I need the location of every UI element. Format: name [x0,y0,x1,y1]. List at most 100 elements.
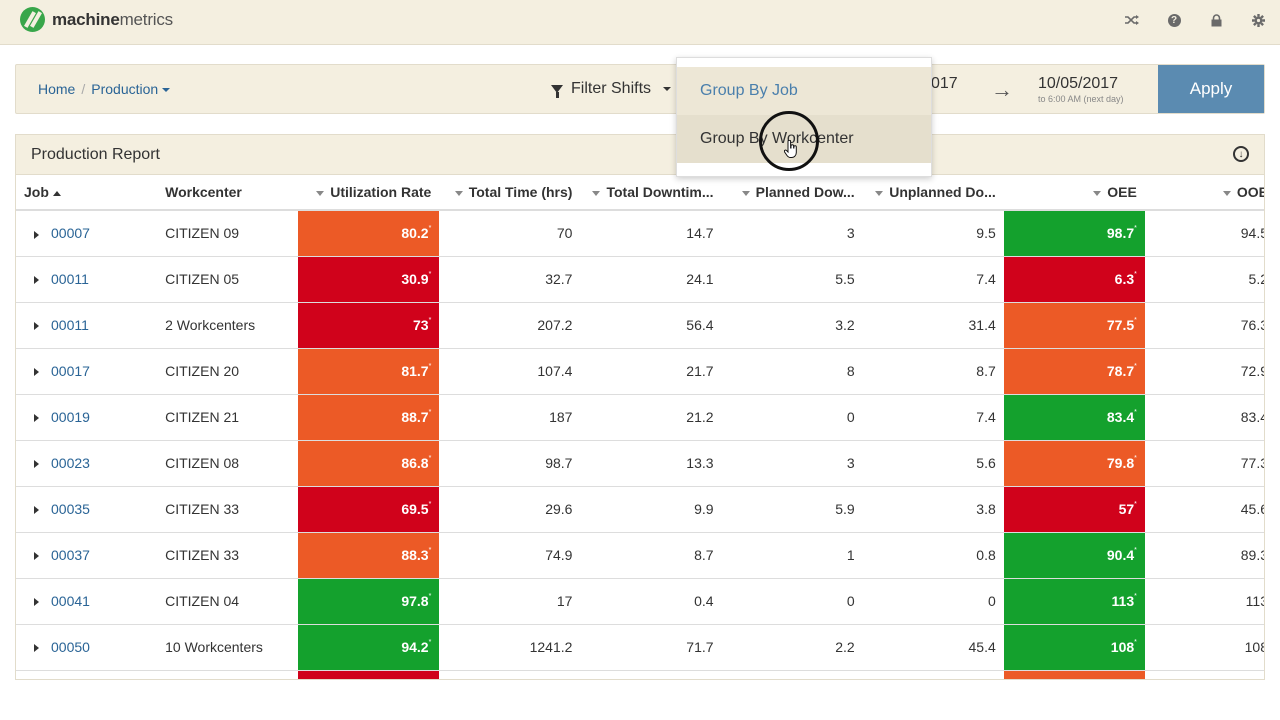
oee-cell: 6.3* [1003,256,1145,303]
utilization-cell [298,670,440,679]
total-downtime-cell: 71.7 [580,624,722,671]
shuffle-icon[interactable] [1124,12,1140,28]
table-row[interactable]: 00017 CITIZEN 20 81.7* 107.4 21.7 8 8.7 78.7* 72… [16,348,1264,395]
oee-cell: 98.7* [1003,210,1145,257]
group-by-job-option[interactable]: Group By Job [677,67,931,115]
job-link[interactable]: 00017 [51,363,90,379]
column-header[interactable]: Total Time (hrs) [439,175,581,211]
total-downtime-cell: 21.7 [580,348,722,395]
unplanned-downtime-cell: 0.8 [862,532,1004,579]
utilization-cell: 86.8* [298,440,440,487]
expand-icon[interactable] [34,644,39,653]
oee-cell: 113* [1003,578,1145,625]
job-cell[interactable]: 00011 [16,302,158,349]
unplanned-downtime-cell: 5.6 [862,440,1004,487]
help-icon[interactable]: ? [1166,12,1182,28]
job-link[interactable]: 00037 [51,547,90,563]
sort-icon [1093,190,1102,196]
start-date-field[interactable]: 017 [931,75,958,92]
column-header[interactable]: Total Downtim... [580,175,722,211]
breadcrumb-home-link[interactable]: Home [38,81,76,97]
table-row[interactable]: 00011 CITIZEN 05 30.9* 32.7 24.1 5.5 7.4 6.3* 5.… [16,256,1264,303]
job-link[interactable]: 00023 [51,455,90,471]
sort-icon [454,190,463,196]
job-cell[interactable]: 00017 [16,348,158,395]
total-time-cell: 32.7 [439,256,581,303]
job-cell[interactable]: 00037 [16,532,158,579]
table-row[interactable]: 00050 10 Workcenters 94.2* 1241.2 71.7 2.2 45.… [16,624,1264,671]
job-cell[interactable]: 00035 [16,486,158,533]
job-link[interactable]: 00050 [51,639,90,655]
column-header[interactable]: Job [16,175,158,211]
job-link[interactable]: 00019 [51,409,90,425]
total-downtime-cell: 8.7 [580,532,722,579]
oee-cell: 108* [1003,624,1145,671]
total-time-cell: 29.6 [439,486,581,533]
lock-icon[interactable] [1208,12,1224,28]
filter-shifts-button[interactable]: Filter Shifts [551,80,672,98]
utilization-cell: 80.2* [298,210,440,257]
column-header[interactable]: Utilization Rate [298,175,440,211]
job-cell[interactable]: 00041 [16,578,158,625]
column-header[interactable]: OOE [1144,175,1264,211]
sort-icon [1222,190,1231,196]
expand-icon[interactable] [34,322,39,331]
logo-icon [20,7,45,32]
unplanned-downtime-cell: 0 [862,578,1004,625]
expand-icon[interactable] [34,414,39,423]
utilization-cell: 88.7* [298,394,440,441]
table-row[interactable]: 00011 2 Workcenters 73* 207.2 56.4 3.2 31.4 77.… [16,302,1264,349]
job-link[interactable]: 00041 [51,593,90,609]
end-date-field[interactable]: 10/05/2017 to 6:00 AM (next day) [1038,75,1124,104]
job-cell[interactable]: 00007 [16,210,158,257]
utilization-cell: 97.8* [298,578,440,625]
column-header[interactable]: Planned Dow... [721,175,863,211]
job-link[interactable]: 00035 [51,501,90,517]
filter-icon [551,85,563,98]
workcenter-cell: CITIZEN 33 [157,532,299,579]
total-time-cell: 70 [439,210,581,257]
column-header[interactable]: Workcenter [157,175,299,211]
expand-icon[interactable] [34,276,39,285]
gear-icon[interactable] [1250,12,1266,28]
unplanned-downtime-cell: 31.4 [862,302,1004,349]
total-time-cell: 17 [439,578,581,625]
column-header[interactable]: Unplanned Do... [862,175,1004,211]
expand-icon[interactable] [34,598,39,607]
sort-asc-icon [52,190,61,196]
download-icon[interactable]: ↓ [1233,146,1249,162]
expand-icon[interactable] [34,230,39,239]
job-link[interactable]: 00011 [51,271,89,287]
expand-icon[interactable] [34,460,39,469]
total-downtime-cell: 14.7 [580,210,722,257]
unplanned-downtime-cell: 7.4 [862,394,1004,441]
job-link[interactable]: 00007 [51,225,90,242]
workcenter-cell: CITIZEN 21 [157,394,299,441]
column-header[interactable]: OEE [1003,175,1145,211]
job-link[interactable]: 00011 [51,317,89,333]
job-cell[interactable]: 00050 [16,624,158,671]
utilization-cell: 30.9* [298,256,440,303]
job-cell[interactable]: 00023 [16,440,158,487]
job-cell[interactable]: 00011 [16,256,158,303]
brand-logo[interactable]: machinemetrics [20,7,173,32]
table-row[interactable] [16,670,1264,679]
utilization-cell: 81.7* [298,348,440,395]
planned-downtime-cell: 3 [721,210,863,257]
expand-icon[interactable] [34,552,39,561]
workcenter-cell: CITIZEN 04 [157,578,299,625]
ooe-cell: 76.3 [1144,302,1264,349]
expand-icon[interactable] [34,506,39,515]
ooe-cell: 5.2 [1144,256,1264,303]
apply-button[interactable]: Apply [1158,65,1264,113]
job-cell[interactable]: 00019 [16,394,158,441]
planned-downtime-cell: 0 [721,578,863,625]
expand-icon[interactable] [34,368,39,377]
breadcrumb-production-dropdown[interactable]: Production [91,81,171,97]
table-row[interactable]: 00023 CITIZEN 08 86.8* 98.7 13.3 3 5.6 79.8* 77.… [16,440,1264,487]
